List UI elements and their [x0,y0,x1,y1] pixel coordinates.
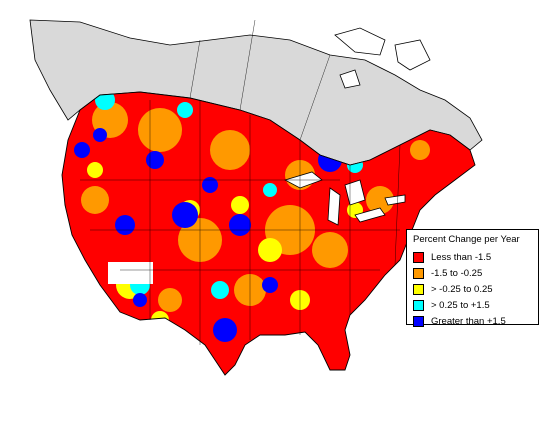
legend-item-label: > 0.25 to +1.5 [431,299,490,311]
swatch-yellow-icon [413,283,424,295]
legend-item-label: > -0.25 to 0.25 [431,283,493,295]
legend-item-label: -1.5 to -0.25 [431,267,483,279]
legend-item: Greater than +1.5 [413,313,533,329]
legend-item: > -0.25 to 0.25 [413,281,533,297]
map-legend: Percent Change per Year Less than -1.5 -… [406,229,539,327]
data-region-outline [61,91,476,376]
political-borders [80,19,401,345]
legend-item: Less than -1.5 [413,249,533,265]
legend-item: -1.5 to -0.25 [413,265,533,281]
legend-item-label: Greater than +1.5 [431,315,506,327]
legend-item-label: Less than -1.5 [431,251,492,263]
swatch-blue-icon [413,315,424,327]
swatch-orange-icon [413,267,424,279]
legend-item: > 0.25 to +1.5 [413,297,533,313]
swatch-cyan-icon [413,299,424,311]
swatch-red-icon [413,251,424,263]
arctic-islands [334,27,431,89]
legend-title: Percent Change per Year [413,234,520,245]
